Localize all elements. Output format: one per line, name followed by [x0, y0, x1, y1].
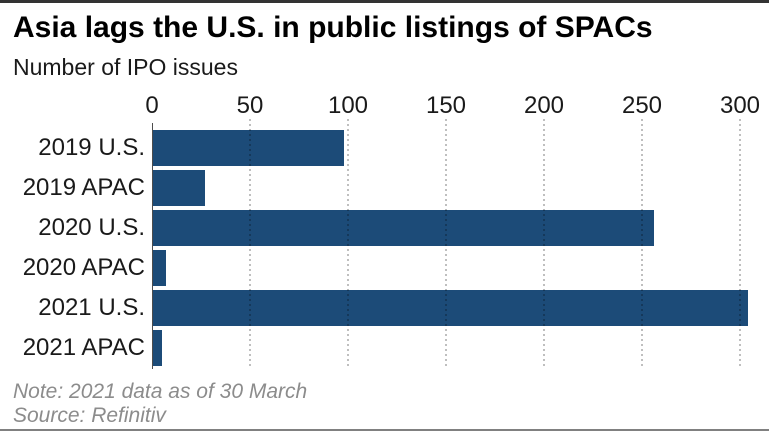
chart-title: Asia lags the U.S. in public listings of… [13, 11, 653, 44]
bar-2021-u-s [152, 290, 748, 326]
bar-2020-u-s [152, 210, 654, 246]
x-tick-label-150: 150 [425, 92, 467, 119]
bar-2019-u-s [152, 130, 345, 166]
chart-subtitle: Number of IPO issues [13, 54, 238, 80]
top-rule [0, 0, 769, 3]
x-tick-label-200: 200 [523, 92, 565, 119]
category-label-2021-u-s: 2021 U.S. [38, 294, 145, 321]
category-label-2019-apac: 2019 APAC [22, 174, 145, 201]
bottom-rule [0, 429, 769, 431]
x-tick-label-100: 100 [327, 92, 369, 119]
x-tick-label-300: 300 [719, 92, 761, 119]
category-label-2020-apac: 2020 APAC [22, 254, 145, 281]
bar-2021-apac [152, 330, 162, 366]
chart-source: Source: Refinitiv [13, 404, 166, 427]
category-label-2021-apac: 2021 APAC [22, 334, 145, 361]
y-axis-line [152, 123, 153, 369]
gridline-300 [739, 119, 741, 369]
x-tick-label-50: 50 [236, 92, 264, 119]
category-label-2020-u-s: 2020 U.S. [38, 214, 145, 241]
x-tick-label-0: 0 [145, 92, 159, 119]
chart-note: Note: 2021 data as of 30 March [13, 380, 308, 403]
bar-2019-apac [152, 170, 205, 206]
bar-2020-apac [152, 250, 166, 286]
category-label-2019-u-s: 2019 U.S. [38, 134, 145, 161]
x-tick-label-250: 250 [621, 92, 663, 119]
